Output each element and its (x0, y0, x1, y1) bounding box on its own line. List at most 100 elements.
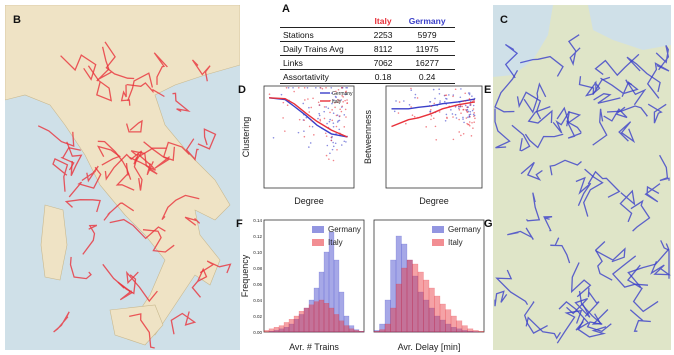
scatter-point (304, 99, 306, 101)
scatter-point (460, 112, 462, 114)
legend-label: Germany (328, 225, 361, 234)
germany-value: 5979 (399, 28, 455, 42)
scatter-point (463, 133, 465, 135)
scatter-point (329, 121, 331, 123)
scatter-point (331, 140, 333, 142)
scatter-point (469, 116, 471, 118)
scatter-point (467, 109, 469, 111)
row-label: Daily Trains Avg (280, 42, 367, 56)
scatter-point (460, 88, 462, 90)
scatter-point (319, 115, 321, 117)
scatter-point (336, 126, 338, 128)
scatter-point (461, 106, 463, 108)
scatter-point (473, 121, 475, 123)
scatter-point (452, 94, 454, 96)
scatter-point (345, 141, 347, 143)
scatter-point (455, 88, 457, 90)
scatter-point (328, 107, 330, 109)
scatter-point (330, 137, 332, 139)
scatter-point (323, 111, 325, 113)
scatter-point (333, 146, 335, 148)
scatter-point (315, 87, 317, 89)
scatter-point (467, 117, 469, 119)
scatter-point (342, 101, 344, 103)
scatter-point (329, 153, 331, 155)
histogram-bar (304, 308, 309, 332)
plot-area (386, 86, 482, 188)
scatter-point (317, 118, 319, 120)
scatter-point (430, 101, 432, 103)
histogram-bar (284, 322, 289, 332)
scatter-point (462, 117, 464, 119)
scatter-point (471, 122, 473, 124)
italy-value: 8112 (367, 42, 399, 56)
scatter-point (273, 137, 275, 139)
scatter-point (464, 92, 466, 94)
scatter-point (334, 107, 336, 109)
scatter-point (473, 100, 475, 102)
scatter-point (468, 124, 470, 126)
italy-value: 7062 (367, 56, 399, 70)
scatter-point (304, 87, 306, 89)
histogram-bar (451, 316, 457, 332)
scatter-point (439, 100, 441, 102)
scatter-point (318, 102, 320, 104)
scatter-point (336, 115, 338, 117)
scatter-point (269, 93, 271, 95)
y-tick-label: 0.06 (253, 282, 262, 287)
histogram-bar (359, 331, 364, 332)
germany-map-panel (493, 5, 671, 350)
scatter-point (471, 135, 473, 137)
row-label: Links (280, 56, 367, 70)
table-row: Stations 2253 5979 (280, 28, 455, 42)
scatter-point (344, 100, 346, 102)
scatter-point (346, 99, 348, 101)
scatter-point (410, 106, 412, 108)
scatter-point (466, 106, 468, 108)
scatter-point (465, 105, 467, 107)
x-axis-label: Degree (419, 196, 449, 206)
scatter-point (459, 109, 461, 111)
scatter-point (403, 100, 405, 102)
scatter-point (333, 112, 335, 114)
scatter-point (341, 144, 343, 146)
scatter-point (341, 111, 343, 113)
scatter-point (288, 87, 290, 89)
scatter-point (433, 117, 435, 119)
scatter-point (458, 119, 460, 121)
histogram-bar (473, 330, 479, 332)
histogram-bar (413, 264, 419, 332)
scatter-point (446, 117, 448, 119)
table-row: Daily Trains Avg 8112 11975 (280, 42, 455, 56)
scatter-point (326, 155, 328, 157)
scatter-point (452, 96, 454, 98)
scatter-point (341, 105, 343, 107)
scatter-point (284, 130, 286, 132)
histogram-bar (457, 321, 463, 332)
scatter-point (466, 123, 468, 125)
scatter-point (324, 118, 326, 120)
y-axis-label: Clustering (241, 117, 251, 158)
histogram-bar (380, 330, 386, 332)
scatter-point (460, 105, 462, 107)
table-header-blank (280, 14, 367, 28)
scatter-point (410, 88, 412, 90)
scatter-point (398, 112, 400, 114)
histogram-bar (279, 326, 284, 332)
histogram-bar (468, 329, 474, 332)
y-tick-label: 0.10 (253, 250, 262, 255)
histogram-bar (299, 311, 304, 332)
scatter-point (450, 109, 452, 111)
legend-swatch (432, 226, 444, 233)
histogram-bar (294, 316, 299, 332)
scatter-point (462, 100, 464, 102)
histogram-bar (435, 296, 441, 332)
scatter-point (465, 109, 467, 111)
scatter-point (414, 97, 416, 99)
scatter-point (425, 126, 427, 128)
scatter-point (320, 87, 322, 89)
table-header-row: Italy Germany (280, 14, 455, 28)
scatter-point (312, 97, 314, 99)
scatter-point (324, 106, 326, 108)
